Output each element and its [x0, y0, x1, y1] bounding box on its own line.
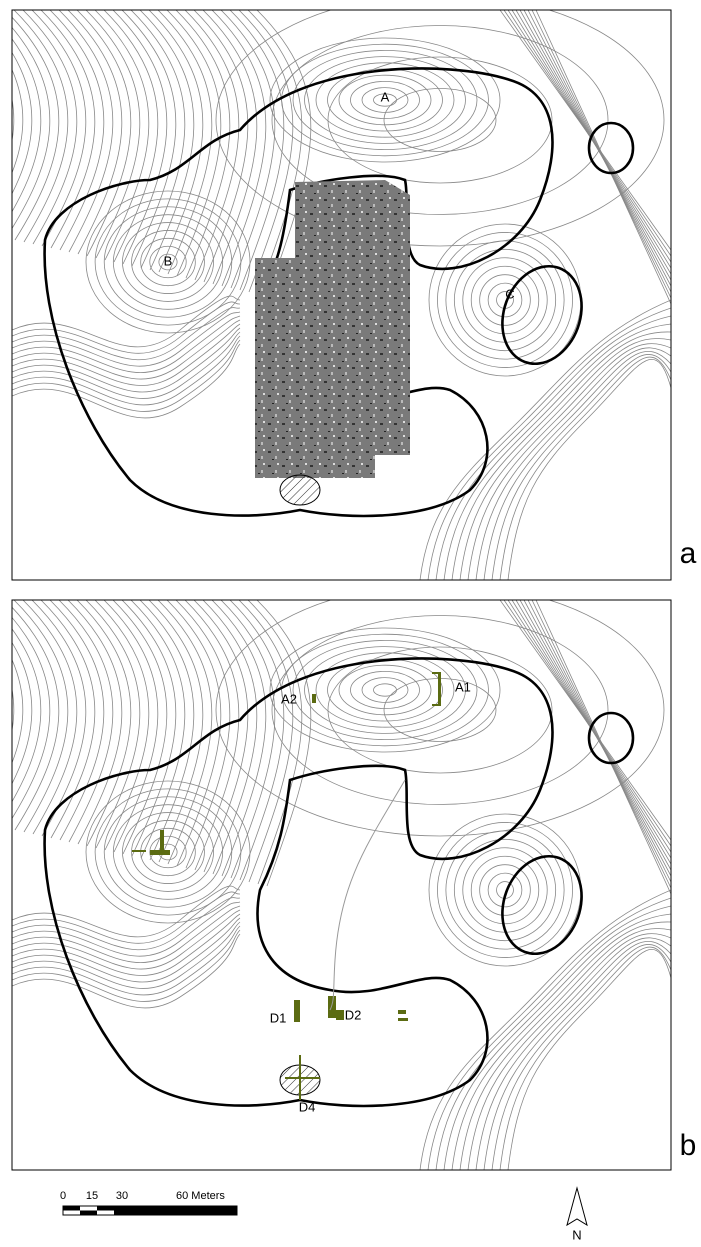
panel-label: a — [680, 537, 697, 570]
north-arrow: N — [567, 1188, 587, 1242]
panel-label: b — [680, 1129, 697, 1162]
map-label: D1 — [270, 1010, 287, 1025]
hatched-area — [280, 475, 320, 505]
map-label: C — [505, 286, 514, 301]
map-label: B — [164, 253, 173, 268]
map-label: A — [381, 89, 390, 104]
panel-a: A B C a — [0, 0, 697, 580]
figure: A B C a A1 A2 D1 D2 D4 b 0 15 30 60 Mete… — [0, 0, 701, 1247]
map-label: D4 — [299, 1099, 316, 1114]
scale-label: 60 Meters — [176, 1190, 225, 1202]
scale-label: 15 — [86, 1190, 98, 1202]
excavation-units — [132, 672, 441, 1022]
geophysics-survey — [193, 180, 410, 478]
panel-b: A1 A2 D1 D2 D4 b — [0, 584, 696, 1170]
scale-label: 30 — [116, 1190, 128, 1202]
scale-bar: 0 15 30 60 Meters — [60, 1190, 237, 1215]
scale-label: 0 — [60, 1190, 66, 1202]
map-label: D2 — [345, 1007, 362, 1022]
map-label: A1 — [455, 679, 471, 694]
north-label: N — [572, 1227, 581, 1242]
map-label: A2 — [281, 691, 297, 706]
